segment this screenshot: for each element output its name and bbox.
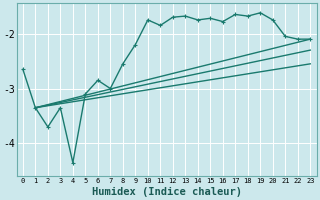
X-axis label: Humidex (Indice chaleur): Humidex (Indice chaleur) [92, 186, 242, 197]
